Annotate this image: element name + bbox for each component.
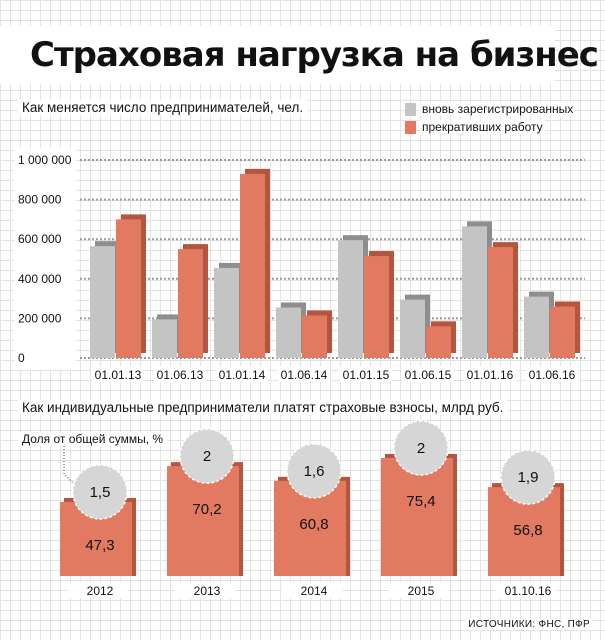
bar-closed	[550, 306, 575, 358]
share-circle	[286, 443, 342, 499]
legend-swatch-closed	[405, 121, 416, 134]
share-circle	[179, 428, 235, 484]
share-label: 1,9	[518, 469, 539, 486]
x-tick-label: 2013	[194, 584, 221, 598]
y-tick-label: 200 000	[18, 311, 62, 325]
amount-label: 56,8	[513, 522, 542, 539]
x-tick-label: 01.01.13	[95, 368, 142, 382]
bar-closed	[240, 173, 265, 358]
x-tick-label: 01.01.15	[343, 368, 390, 382]
y-tick-label: 1 000 000	[18, 153, 72, 167]
bar-registered	[524, 296, 549, 358]
x-tick-label: 01.01.16	[467, 368, 514, 382]
bar-registered	[338, 240, 363, 358]
x-label-backing	[402, 366, 454, 382]
share-label: 2	[203, 448, 211, 465]
chart1-title: Как меняется число предпринимателей, чел…	[18, 100, 308, 115]
y-tick-label: 600 000	[18, 232, 62, 246]
x-label-backing	[340, 366, 392, 382]
x-label-backing	[526, 366, 578, 382]
page-title-box: Страховая нагрузка на бизнес	[0, 26, 599, 84]
page-title: Страховая нагрузка на бизнес	[30, 35, 599, 75]
bar-registered	[152, 319, 177, 358]
x-tick-label: 01.06.14	[281, 368, 328, 382]
chart2-title: Как индивидуальные предприниматели платя…	[18, 400, 508, 415]
x-label-backing	[154, 366, 206, 382]
bar-registered	[400, 299, 425, 358]
bar-closed	[488, 247, 513, 358]
bar-closed	[426, 326, 451, 358]
x-label-backing	[175, 582, 235, 598]
legend-swatch-registered	[405, 103, 416, 116]
share-circle	[72, 464, 128, 520]
x-tick-label: 01.06.13	[157, 368, 204, 382]
x-label-backing	[389, 582, 449, 598]
amount-block	[167, 466, 239, 576]
y-tick-label: 400 000	[18, 272, 62, 286]
x-tick-label: 2015	[408, 584, 435, 598]
amount-block	[381, 458, 453, 576]
legend-label-closed: прекративших работу	[420, 120, 545, 134]
amount-label: 75,4	[406, 493, 435, 510]
x-tick-label: 01.01.14	[219, 368, 266, 382]
x-tick-label: 2012	[87, 584, 114, 598]
amount-label: 70,2	[192, 501, 221, 518]
x-label-backing	[68, 582, 128, 598]
legend-label-registered: вновь зарегистрированных	[420, 102, 576, 116]
x-label-backing	[92, 366, 144, 382]
x-tick-label: 01.06.16	[529, 368, 576, 382]
bar-registered	[90, 246, 115, 358]
bar-registered	[276, 307, 301, 358]
x-label-backing	[464, 366, 516, 382]
bar-closed	[302, 315, 327, 358]
chart2-annotation: Доля от общей суммы, %	[18, 432, 168, 446]
y-axis-label-backing	[14, 148, 76, 370]
x-label-backing	[278, 366, 330, 382]
amount-label: 47,3	[85, 537, 114, 554]
share-label: 2	[417, 440, 425, 457]
x-tick-label: 01.06.15	[405, 368, 452, 382]
amount-label: 60,8	[299, 516, 328, 533]
x-label-backing	[496, 582, 556, 598]
share-circle	[500, 449, 556, 505]
x-tick-label: 2014	[301, 584, 328, 598]
bar-registered	[462, 226, 487, 358]
annotation-leader	[63, 446, 77, 487]
share-label: 1,6	[304, 463, 325, 480]
bar-closed	[116, 219, 141, 358]
y-tick-label: 0	[18, 351, 25, 365]
source-note: ИСТОЧНИКИ: ФНС, ПФР	[465, 619, 593, 630]
bar-closed	[364, 256, 389, 358]
share-label: 1,5	[90, 484, 111, 501]
share-circle	[393, 420, 449, 476]
bar-closed	[178, 249, 203, 358]
x-label-backing	[216, 366, 268, 382]
x-label-backing	[282, 582, 342, 598]
y-tick-label: 800 000	[18, 193, 62, 207]
x-tick-label: 01.10.16	[505, 584, 552, 598]
bar-registered	[214, 267, 239, 358]
